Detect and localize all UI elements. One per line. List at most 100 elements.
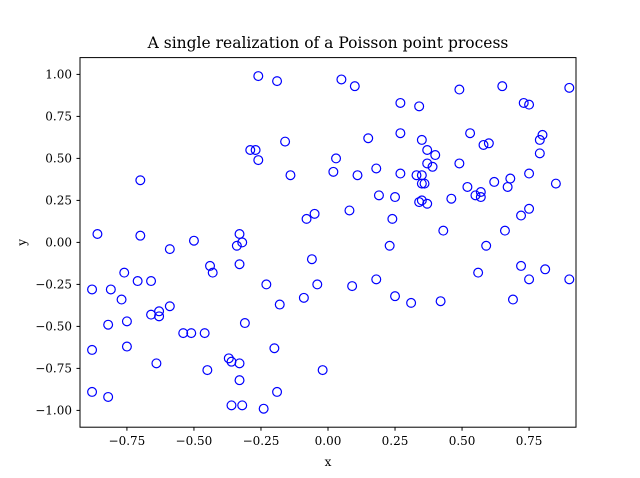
data-point-85 (261, 279, 272, 290)
data-point-5 (414, 101, 425, 112)
data-point-33 (422, 158, 433, 169)
data-point-0 (253, 71, 264, 82)
data-point-11 (363, 133, 374, 144)
data-point-117 (87, 386, 98, 397)
data-point-57 (301, 213, 312, 224)
data-point-6 (454, 84, 465, 95)
data-point-45 (470, 190, 481, 201)
data-point-30 (395, 168, 406, 179)
data-point-83 (105, 284, 116, 295)
x-tick-label: 0.75 (516, 434, 543, 448)
data-point-42 (422, 198, 433, 209)
y-tick-label: −0.25 (35, 277, 72, 291)
data-point-75 (205, 260, 216, 271)
data-point-54 (524, 203, 535, 214)
x-tick-label: 0.25 (382, 434, 409, 448)
data-point-26 (331, 153, 342, 164)
data-point-32 (416, 170, 427, 181)
data-point-55 (135, 175, 146, 186)
data-point-99 (154, 306, 165, 317)
data-point-38 (373, 190, 384, 201)
data-point-72 (119, 267, 130, 278)
x-tick-label: 0.00 (315, 434, 342, 448)
data-point-4 (395, 97, 406, 108)
data-point-86 (274, 299, 285, 310)
y-tick-label: −0.75 (35, 361, 72, 375)
data-point-115 (269, 343, 280, 354)
data-point-47 (475, 192, 486, 203)
data-point-92 (435, 296, 446, 307)
data-point-71 (481, 240, 492, 251)
data-point-17 (478, 139, 489, 150)
data-point-101 (164, 301, 175, 312)
data-point-61 (438, 225, 449, 236)
data-point-81 (540, 264, 551, 275)
data-point-64 (135, 230, 146, 241)
data-point-43 (446, 193, 457, 204)
data-point-53 (516, 210, 527, 221)
chart-title: A single realization of a Poisson point … (147, 34, 509, 52)
data-point-21 (534, 148, 545, 159)
data-point-119 (226, 400, 237, 411)
data-point-67 (234, 229, 245, 240)
data-point-106 (298, 292, 309, 303)
data-point-58 (309, 208, 320, 219)
data-point-82 (87, 284, 98, 295)
data-point-69 (237, 237, 248, 248)
x-tick-label: −0.75 (109, 434, 146, 448)
y-tick-label: −0.50 (35, 319, 72, 333)
data-point-114 (234, 375, 245, 386)
data-point-24 (253, 155, 264, 166)
x-axis-label: x (325, 455, 332, 469)
data-point-74 (146, 276, 157, 287)
data-point-103 (186, 328, 197, 339)
x-axis-ticks: −0.75 −0.50 −0.25 0.00 0.25 0.50 0.75 (109, 427, 543, 448)
data-point-63 (92, 229, 103, 240)
data-point-65 (164, 244, 175, 255)
data-point-108 (121, 341, 132, 352)
data-point-94 (524, 274, 535, 285)
data-point-25 (280, 136, 291, 147)
data-point-29 (371, 163, 382, 174)
data-point-84 (116, 294, 127, 305)
data-point-14 (422, 145, 433, 156)
plot-frame (79, 57, 577, 428)
data-point-66 (188, 235, 199, 246)
data-point-2 (336, 74, 347, 85)
data-point-62 (499, 225, 510, 236)
data-point-28 (352, 170, 363, 181)
y-tick-label: −1.00 (35, 403, 72, 417)
data-point-105 (239, 318, 250, 329)
data-point-52 (550, 178, 561, 189)
data-point-49 (502, 181, 513, 192)
data-point-46 (475, 187, 486, 198)
data-point-73 (132, 276, 143, 287)
y-axis-ticks: −1.00 −0.75 −0.50 −0.25 0.00 0.25 0.50 0.75 1.00 (35, 67, 80, 417)
data-point-51 (524, 168, 535, 179)
y-tick-label: 0.50 (45, 151, 72, 165)
data-point-109 (151, 358, 162, 369)
data-point-27 (328, 166, 339, 177)
data-point-12 (395, 128, 406, 139)
data-point-23 (250, 145, 261, 156)
data-point-1 (272, 76, 283, 87)
y-tick-label: 1.00 (45, 67, 72, 81)
data-point-91 (406, 297, 417, 308)
x-tick-label: −0.50 (176, 434, 213, 448)
data-point-110 (202, 365, 213, 376)
data-point-8 (518, 97, 529, 108)
data-point-39 (390, 192, 401, 203)
data-point-77 (234, 259, 245, 270)
data-point-116 (317, 365, 328, 376)
data-point-16 (465, 128, 476, 139)
data-point-95 (564, 274, 575, 285)
data-point-10 (564, 82, 575, 93)
data-point-122 (272, 386, 283, 397)
data-point-31 (411, 170, 422, 181)
data-point-36 (416, 178, 427, 189)
x-tick-label: 0.50 (449, 434, 476, 448)
data-point-89 (371, 274, 382, 285)
data-point-80 (516, 260, 527, 271)
data-point-3 (349, 81, 360, 92)
